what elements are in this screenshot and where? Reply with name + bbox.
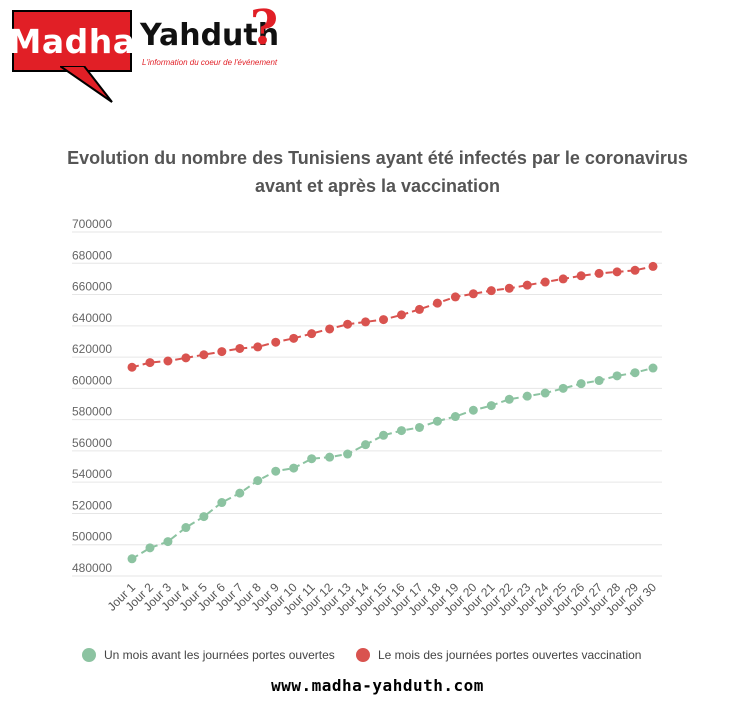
- y-tick-label: 520000: [72, 498, 112, 512]
- data-point-series-2: [432, 298, 442, 308]
- data-point-series-2: [343, 319, 353, 329]
- data-point-series-1: [235, 488, 245, 498]
- data-point-series-1: [648, 363, 658, 373]
- data-point-series-1: [163, 537, 173, 547]
- y-tick-label: 500000: [72, 530, 112, 544]
- data-point-series-2: [145, 358, 155, 368]
- y-tick-label: 660000: [72, 280, 112, 294]
- data-point-series-2: [361, 317, 371, 327]
- legend-item-during[interactable]: Le mois des journées portes ouvertes vac…: [356, 648, 641, 662]
- data-point-series-2: [486, 286, 496, 296]
- data-point-series-1: [253, 476, 263, 486]
- data-point-series-2: [127, 362, 137, 372]
- data-point-series-2: [648, 261, 658, 271]
- chart-title: Evolution du nombre des Tunisiens ayant …: [67, 148, 688, 196]
- data-point-series-2: [414, 304, 424, 314]
- y-tick-label: 700000: [72, 217, 112, 231]
- legend-label-before: Un mois avant les journées portes ouvert…: [104, 648, 335, 662]
- data-point-series-1: [432, 416, 442, 426]
- series-line-1: [131, 367, 654, 560]
- website-url: www.madha-yahduth.com: [271, 676, 484, 695]
- data-point-series-2: [235, 343, 245, 353]
- data-point-series-1: [271, 466, 281, 476]
- data-point-series-1: [450, 412, 460, 422]
- logo-main-text: Madha: [8, 21, 136, 61]
- data-point-series-1: [199, 512, 209, 522]
- data-point-series-1: [127, 554, 137, 564]
- data-point-series-2: [522, 280, 532, 290]
- data-point-series-2: [379, 315, 389, 325]
- logo-side-text: Yahduth: [140, 18, 280, 53]
- series-line-2: [131, 265, 654, 369]
- data-point-series-1: [540, 388, 550, 398]
- data-point-series-1: [307, 454, 317, 464]
- logo-tagline: L'information du coeur de l'événement: [142, 58, 278, 67]
- data-point-series-2: [594, 268, 604, 278]
- data-point-series-2: [289, 333, 299, 343]
- data-point-series-2: [540, 277, 550, 287]
- data-point-series-2: [504, 283, 514, 293]
- data-point-series-2: [468, 289, 478, 299]
- data-point-series-1: [289, 463, 299, 473]
- data-point-series-1: [594, 376, 604, 386]
- data-point-series-2: [199, 350, 209, 360]
- legend-marker-during: [356, 648, 370, 662]
- data-point-series-1: [612, 371, 622, 381]
- speech-bubble-tail-icon: [60, 66, 113, 103]
- logo-badge: Madha: [9, 10, 135, 72]
- y-tick-label: 480000: [72, 561, 112, 575]
- data-point-series-1: [361, 440, 371, 450]
- data-point-series-2: [307, 329, 317, 339]
- data-point-series-2: [217, 347, 227, 357]
- data-point-series-1: [343, 449, 353, 459]
- data-point-series-1: [630, 368, 640, 378]
- data-point-series-2: [396, 310, 406, 320]
- legend-label-during: Le mois des journées portes ouvertes vac…: [378, 648, 642, 662]
- y-tick-label: 680000: [72, 248, 112, 262]
- data-point-series-2: [181, 353, 191, 363]
- data-point-series-1: [486, 401, 496, 411]
- y-tick-label: 640000: [72, 311, 112, 325]
- data-point-series-1: [217, 498, 227, 508]
- legend-item-before[interactable]: Un mois avant les journées portes ouvert…: [82, 648, 335, 662]
- y-tick-label: 560000: [72, 436, 112, 450]
- data-point-series-2: [271, 337, 281, 347]
- data-point-series-2: [163, 356, 173, 366]
- data-point-series-1: [379, 430, 389, 440]
- legend-marker-before: [82, 648, 96, 662]
- data-point-series-1: [145, 543, 155, 553]
- y-tick-label: 600000: [72, 373, 112, 387]
- data-point-series-1: [468, 405, 478, 415]
- data-point-series-2: [325, 324, 335, 334]
- data-point-series-2: [576, 271, 586, 281]
- data-point-series-1: [414, 422, 424, 432]
- data-point-series-1: [522, 391, 532, 401]
- data-point-series-2: [612, 267, 622, 277]
- data-point-series-1: [558, 383, 568, 393]
- data-point-series-2: [630, 265, 640, 275]
- data-point-series-2: [253, 342, 263, 352]
- data-point-series-1: [325, 452, 335, 462]
- data-point-series-2: [450, 292, 460, 302]
- data-point-series-2: [558, 274, 568, 284]
- y-tick-label: 580000: [72, 405, 112, 419]
- data-point-series-1: [181, 523, 191, 533]
- y-tick-label: 620000: [72, 342, 112, 356]
- data-point-series-1: [576, 379, 586, 389]
- data-point-series-1: [396, 426, 406, 436]
- y-tick-label: 540000: [72, 467, 112, 481]
- data-point-series-1: [504, 394, 514, 404]
- logo-question-mark: ?: [250, 0, 279, 56]
